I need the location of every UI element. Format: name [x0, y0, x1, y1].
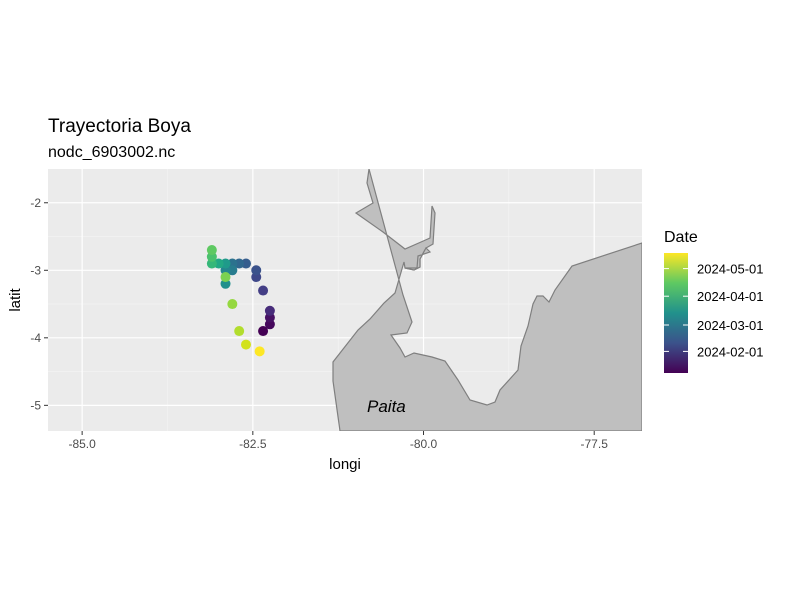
legend-colorbar [664, 253, 688, 373]
plot-panel: Paita [48, 169, 642, 431]
x-tick-label: -77.5 [581, 437, 609, 451]
y-axis: -2 -3 -4 -5 [30, 196, 48, 412]
y-tick-label: -5 [30, 398, 41, 412]
legend-label: 2024-05-01 [697, 262, 764, 277]
x-axis: -85.0 -82.5 -80.0 -77.5 [68, 431, 608, 451]
annotation-paita: Paita [367, 397, 406, 416]
legend-label: 2024-02-01 [697, 344, 764, 359]
buoy-point [234, 326, 245, 337]
chart-title: Trayectoria Boya [48, 116, 191, 137]
island-patch [404, 247, 432, 271]
y-axis-title: latit [7, 287, 24, 311]
chart-subtitle: nodc_6903002.nc [48, 144, 175, 161]
land-coastline [332, 169, 642, 431]
x-tick-label: -80.0 [410, 437, 438, 451]
buoy-point [206, 245, 217, 256]
buoy-point [258, 326, 269, 337]
x-axis-title: longi [329, 456, 361, 473]
x-tick-label: -82.5 [239, 437, 267, 451]
buoy-point [264, 305, 275, 316]
buoy-points [206, 245, 275, 357]
y-tick-label: -4 [30, 331, 41, 345]
buoy-point [220, 272, 231, 283]
buoy-point [254, 346, 265, 357]
legend: Date 2024-05-012024-04-012024-03-012024-… [664, 229, 764, 373]
buoy-point [258, 285, 269, 296]
buoy-point [241, 339, 251, 350]
buoy-point [251, 265, 262, 276]
legend-label: 2024-03-01 [697, 318, 764, 333]
y-tick-label: -3 [30, 263, 41, 277]
y-tick-label: -2 [30, 196, 41, 210]
x-tick-label: -85.0 [68, 437, 96, 451]
legend-label: 2024-04-01 [697, 289, 764, 304]
legend-title: Date [664, 229, 698, 246]
buoy-point [227, 299, 238, 310]
legend-ticks: 2024-05-01 2024-04-01 2024-03-01 2024-02-01 [664, 262, 764, 359]
